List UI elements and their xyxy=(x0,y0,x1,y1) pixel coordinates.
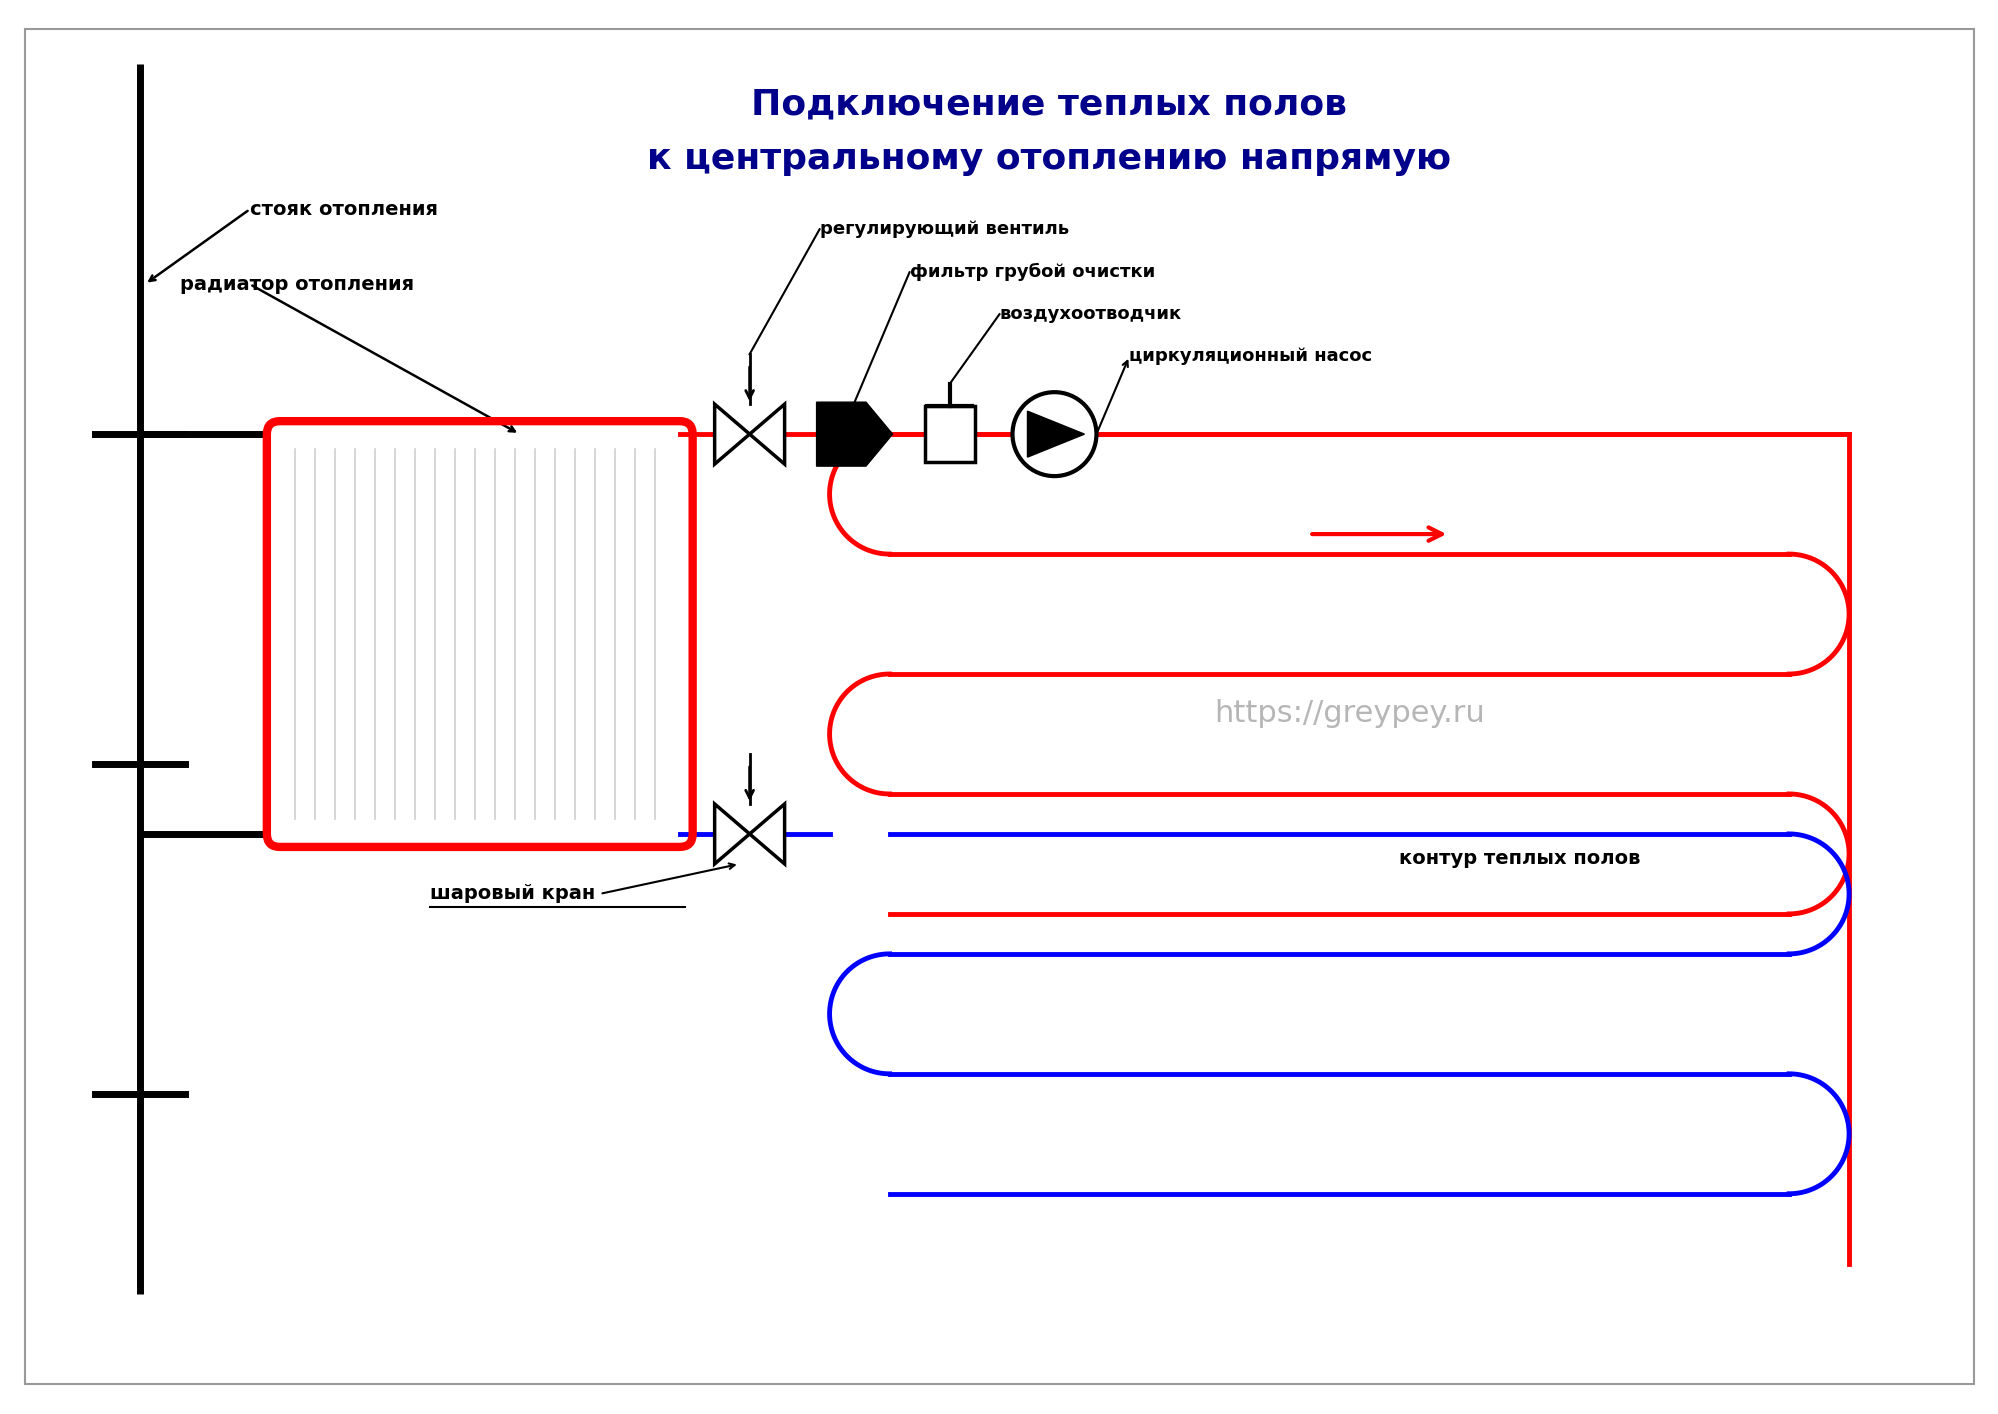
FancyBboxPatch shape xyxy=(268,421,691,847)
Polygon shape xyxy=(749,404,783,464)
Polygon shape xyxy=(749,805,783,864)
Polygon shape xyxy=(815,402,893,467)
Text: контур теплых полов: контур теплых полов xyxy=(1399,850,1640,868)
Bar xyxy=(923,406,975,462)
Text: воздухоотводчик: воздухоотводчик xyxy=(999,305,1181,324)
Polygon shape xyxy=(715,805,749,864)
Text: циркуляционный насос: циркуляционный насос xyxy=(1129,348,1373,365)
Text: фильтр грубой очистки: фильтр грубой очистки xyxy=(909,263,1155,281)
Text: регулирующий вентиль: регулирующий вентиль xyxy=(819,221,1069,238)
Text: шаровый кран: шаровый кран xyxy=(430,884,595,904)
Text: стояк отопления: стояк отопления xyxy=(250,199,438,219)
Text: https://greypey.ru: https://greypey.ru xyxy=(1213,700,1485,728)
Polygon shape xyxy=(715,404,749,464)
Text: к центральному отоплению напрямую: к центральному отоплению напрямую xyxy=(647,143,1451,177)
Polygon shape xyxy=(1027,411,1085,457)
Circle shape xyxy=(1011,392,1095,477)
Text: радиатор отопления: радиатор отопления xyxy=(180,274,414,294)
Text: Подключение теплых полов: Подключение теплых полов xyxy=(751,88,1347,122)
